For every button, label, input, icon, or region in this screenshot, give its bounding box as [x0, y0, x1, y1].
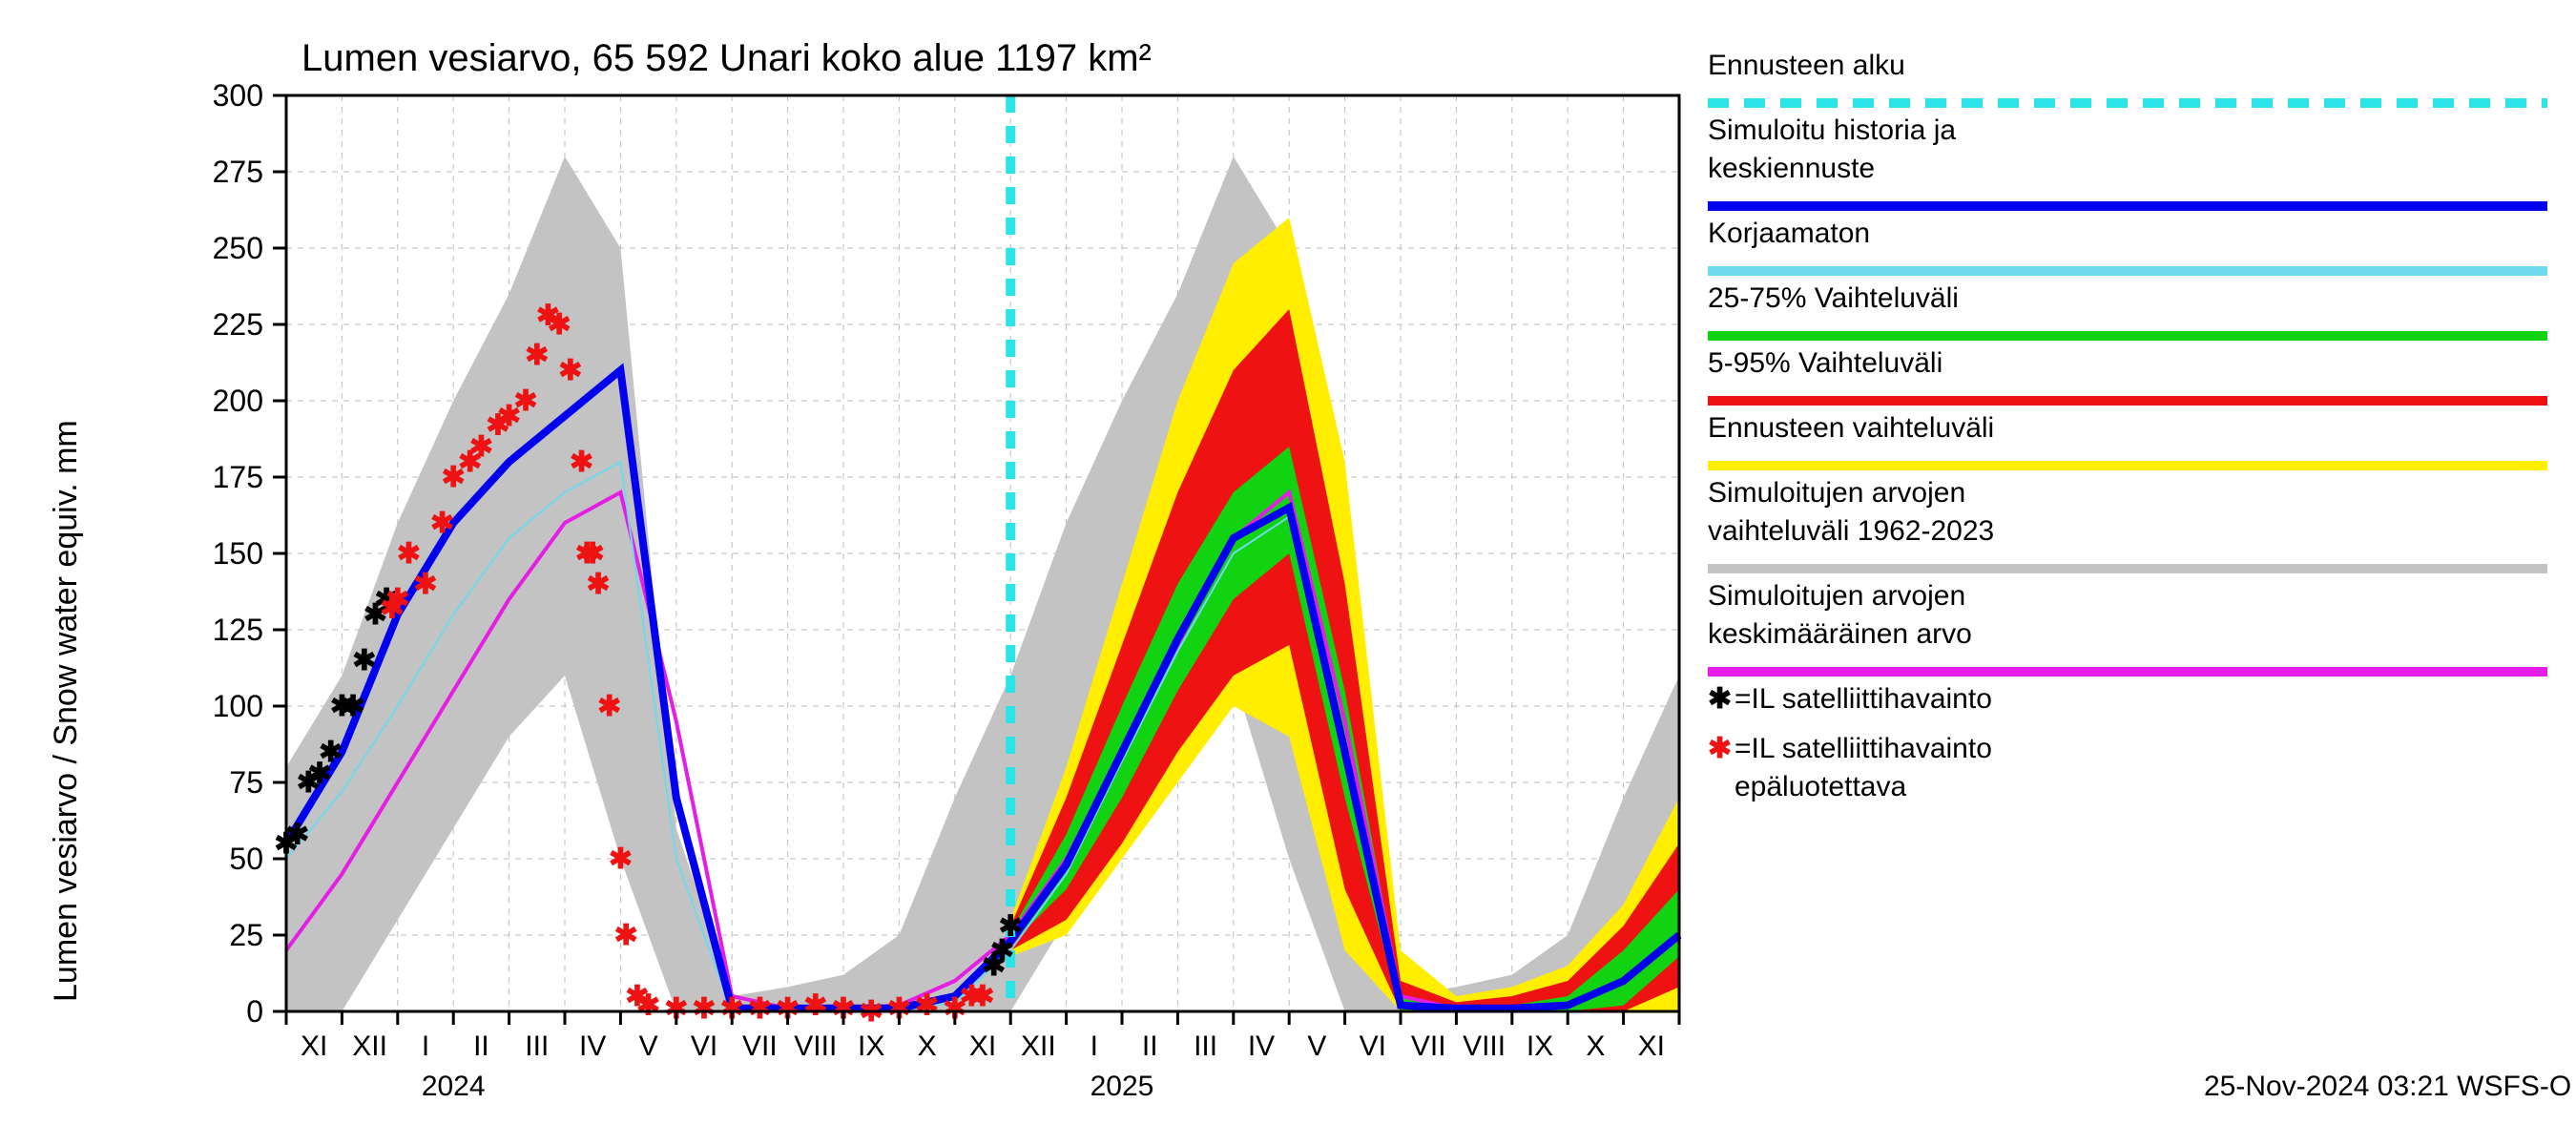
legend-label: Simuloitujen arvojen: [1708, 580, 1965, 612]
sat-bad-marker: ✱: [570, 447, 593, 478]
sat-bad-marker: ✱: [397, 538, 421, 570]
legend-marker: ✱: [1708, 683, 1732, 715]
legend-marker: ✱: [1708, 733, 1732, 764]
sat-bad-marker: ✱: [803, 990, 827, 1022]
y-tick-label: 275: [213, 155, 263, 189]
year-label-right: 2025: [1091, 1071, 1154, 1102]
chart-title: Lumen vesiarvo, 65 592 Unari koko alue 1…: [301, 37, 1152, 79]
sat-bad-marker: ✱: [609, 843, 633, 875]
sat-bad-marker: ✱: [581, 538, 605, 570]
sat-bad-marker: ✱: [597, 691, 621, 722]
y-tick-label: 75: [229, 765, 263, 800]
sat-bad-marker: ✱: [915, 990, 939, 1022]
y-tick-label: 125: [213, 613, 263, 647]
month-label: VI: [1360, 1030, 1386, 1062]
y-tick-label: 250: [213, 231, 263, 265]
month-label: VIII: [1463, 1030, 1506, 1062]
snow-water-equiv-chart: ✱✱✱✱✱✱✱✱✱✱✱✱✱✱✱✱✱✱✱✱✱✱✱✱✱✱✱✱✱✱✱✱✱✱✱✱✱✱✱✱…: [0, 0, 2576, 1145]
y-tick-label: 25: [229, 918, 263, 952]
month-label: III: [525, 1030, 549, 1062]
legend-label: =IL satelliittihavainto: [1735, 733, 1992, 764]
y-tick-label: 150: [213, 536, 263, 571]
month-label: X: [1586, 1030, 1605, 1062]
month-label: XI: [1638, 1030, 1665, 1062]
legend-label: Simuloitu historia ja: [1708, 114, 1956, 146]
month-label: VI: [691, 1030, 717, 1062]
sat-bad-marker: ✱: [558, 355, 582, 386]
month-label: V: [639, 1030, 658, 1062]
sat-ok-marker: ✱: [999, 910, 1023, 942]
legend-label: keskimääräinen arvo: [1708, 618, 1972, 650]
sat-bad-marker: ✱: [692, 993, 716, 1025]
legend-label: Ennusteen vaihteluväli: [1708, 412, 1994, 444]
legend-label: Simuloitujen arvojen: [1708, 477, 1965, 509]
sat-ok-marker: ✱: [342, 691, 365, 722]
sat-ok-marker: ✱: [352, 645, 376, 677]
sat-bad-marker: ✱: [385, 584, 409, 615]
month-label: I: [422, 1030, 429, 1062]
sat-bad-marker: ✱: [614, 920, 638, 951]
month-label: II: [473, 1030, 489, 1062]
month-label: XI: [301, 1030, 327, 1062]
y-tick-label: 100: [213, 689, 263, 723]
sat-bad-marker: ✱: [636, 990, 660, 1022]
month-label: IX: [858, 1030, 884, 1062]
legend-label: epäluotettava: [1735, 771, 1906, 802]
sat-bad-marker: ✱: [748, 993, 772, 1025]
legend-label: Korjaamaton: [1708, 218, 1870, 249]
y-tick-label: 225: [213, 307, 263, 342]
month-label: V: [1307, 1030, 1326, 1062]
month-label: X: [918, 1030, 937, 1062]
month-label: IV: [579, 1030, 606, 1062]
hist-range-band: [286, 156, 1679, 1011]
sat-bad-marker: ✱: [525, 340, 549, 371]
month-label: IX: [1527, 1030, 1553, 1062]
month-label: XII: [352, 1030, 387, 1062]
legend-label: 25-75% Vaihteluväli: [1708, 282, 1959, 314]
month-label: VII: [742, 1030, 778, 1062]
sat-bad-marker: ✱: [514, 385, 538, 417]
month-label: III: [1194, 1030, 1217, 1062]
sat-bad-marker: ✱: [413, 569, 437, 600]
legend-label: 5-95% Vaihteluväli: [1708, 347, 1942, 379]
legend-label: =IL satelliittihavainto: [1735, 683, 1992, 715]
month-label: II: [1142, 1030, 1158, 1062]
sat-bad-marker: ✱: [970, 981, 994, 1012]
month-label: VIII: [794, 1030, 837, 1062]
year-label-left: 2024: [422, 1071, 486, 1102]
legend-label: Ennusteen alku: [1708, 50, 1905, 81]
sat-ok-marker: ✱: [285, 819, 309, 850]
footer-timestamp: 25-Nov-2024 03:21 WSFS-O: [2204, 1071, 2571, 1102]
month-label: XI: [969, 1030, 996, 1062]
y-tick-label: 200: [213, 384, 263, 418]
y-axis-label: Lumen vesiarvo / Snow water equiv. mm: [48, 420, 84, 1002]
sat-ok-marker: ✱: [319, 737, 343, 768]
y-tick-label: 300: [213, 78, 263, 113]
y-tick-label: 50: [229, 842, 263, 876]
month-label: IV: [1248, 1030, 1275, 1062]
month-label: XII: [1021, 1030, 1056, 1062]
month-label: VII: [1411, 1030, 1446, 1062]
legend-label: keskiennuste: [1708, 153, 1875, 184]
legend-label: vaihteluväli 1962-2023: [1708, 515, 1994, 547]
sat-bad-marker: ✱: [430, 508, 454, 539]
sat-bad-marker: ✱: [586, 569, 610, 600]
y-tick-label: 175: [213, 460, 263, 494]
y-tick-label: 0: [246, 994, 263, 1029]
month-label: I: [1091, 1030, 1098, 1062]
sat-bad-marker: ✱: [548, 309, 571, 341]
